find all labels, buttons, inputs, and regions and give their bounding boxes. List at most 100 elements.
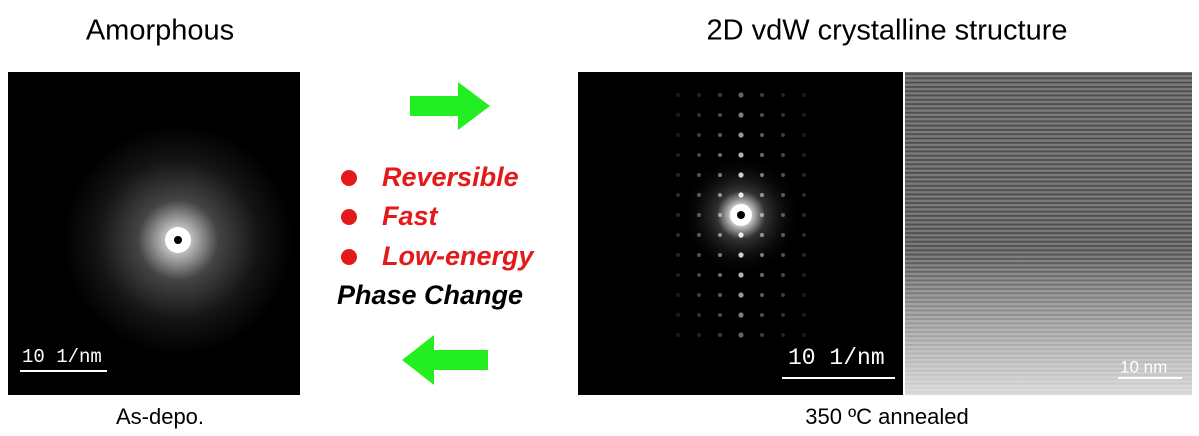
diffraction-spot bbox=[738, 92, 743, 97]
diffraction-spot bbox=[738, 112, 743, 117]
scale-bar-label: 10 1/nm bbox=[22, 346, 102, 368]
diffraction-spot bbox=[781, 113, 785, 117]
diffraction-spot bbox=[738, 272, 743, 277]
phase-change-label: Phase Change bbox=[337, 280, 523, 310]
diffraction-spot bbox=[760, 153, 764, 157]
diffraction-spot bbox=[697, 333, 701, 337]
right-title: 2D vdW crystalline structure bbox=[707, 15, 1068, 47]
diffraction-spot bbox=[718, 173, 722, 177]
diffraction-spot bbox=[781, 313, 785, 317]
diffraction-spot bbox=[697, 133, 701, 137]
diffraction-spot bbox=[802, 113, 806, 117]
diffraction-spot bbox=[718, 193, 722, 197]
diffraction-spot bbox=[676, 233, 680, 237]
arrow-right bbox=[410, 82, 490, 130]
diffraction-spot bbox=[697, 193, 701, 197]
diffraction-spot bbox=[697, 173, 701, 177]
bullet-text: Low-energy bbox=[382, 241, 536, 271]
diffraction-spot bbox=[802, 333, 806, 337]
diffraction-spot bbox=[760, 213, 764, 217]
diffraction-spot bbox=[738, 232, 743, 237]
diffraction-spot bbox=[760, 253, 764, 257]
diffraction-spot bbox=[802, 173, 806, 177]
diffraction-spot bbox=[781, 213, 785, 217]
diffraction-spot bbox=[738, 252, 743, 257]
diffraction-spot bbox=[802, 313, 806, 317]
diffraction-spot bbox=[718, 333, 722, 337]
diffraction-spot bbox=[802, 293, 806, 297]
diffraction-spot bbox=[738, 132, 743, 137]
diffraction-spot bbox=[718, 113, 722, 117]
diffraction-spot bbox=[738, 172, 743, 177]
beam-stop bbox=[737, 211, 745, 219]
diffraction-spot bbox=[802, 273, 806, 277]
bullet bbox=[341, 209, 357, 225]
diffraction-spot bbox=[781, 173, 785, 177]
diffraction-spot bbox=[697, 153, 701, 157]
diffraction-spot bbox=[760, 333, 764, 337]
left-title: Amorphous bbox=[86, 15, 234, 47]
diffraction-spot bbox=[697, 273, 701, 277]
diffraction-spot bbox=[802, 133, 806, 137]
beam-stop bbox=[174, 236, 182, 244]
scale-bar-label: 10 1/nm bbox=[788, 345, 885, 371]
diffraction-spot bbox=[676, 193, 680, 197]
scale-bar-label: 10 nm bbox=[1120, 357, 1167, 376]
bullet bbox=[341, 170, 357, 186]
diffraction-spot bbox=[802, 213, 806, 217]
diffraction-spot bbox=[697, 113, 701, 117]
diffraction-spot bbox=[781, 333, 785, 337]
diffraction-spot bbox=[781, 253, 785, 257]
diffraction-spot bbox=[738, 292, 743, 297]
diffraction-spot bbox=[718, 253, 722, 257]
diffraction-spot bbox=[697, 313, 701, 317]
diffraction-spot bbox=[802, 233, 806, 237]
diffraction-spot bbox=[718, 313, 722, 317]
right-caption: 350 ºC annealed bbox=[805, 404, 968, 429]
diffraction-spot bbox=[738, 332, 743, 337]
bullet-text: Fast bbox=[382, 201, 439, 231]
diffraction-spot bbox=[697, 93, 701, 97]
diffraction-spot bbox=[738, 192, 743, 197]
diffraction-spot bbox=[676, 113, 680, 117]
hrtem-edge bbox=[905, 72, 1192, 395]
diffraction-spot bbox=[676, 93, 680, 97]
bullet bbox=[341, 249, 357, 265]
diffraction-spot bbox=[738, 152, 743, 157]
diffraction-spot bbox=[802, 153, 806, 157]
left-caption: As-depo. bbox=[116, 404, 204, 429]
diffraction-spot bbox=[718, 293, 722, 297]
diffraction-spot bbox=[781, 193, 785, 197]
diffraction-spot bbox=[781, 93, 785, 97]
diffraction-spot bbox=[676, 173, 680, 177]
diffraction-spot bbox=[697, 253, 701, 257]
diffraction-spot bbox=[676, 273, 680, 277]
bullet-text: Reversible bbox=[382, 162, 519, 192]
diffraction-spot bbox=[760, 93, 764, 97]
diffraction-spot bbox=[760, 293, 764, 297]
diffraction-spot bbox=[781, 293, 785, 297]
diffraction-spot bbox=[697, 213, 701, 217]
diffraction-spot bbox=[781, 233, 785, 237]
diffraction-spot bbox=[738, 312, 743, 317]
diffraction-spot bbox=[676, 293, 680, 297]
diffraction-spot bbox=[676, 133, 680, 137]
diffraction-spot bbox=[781, 133, 785, 137]
diffraction-spot bbox=[676, 253, 680, 257]
diffraction-spot bbox=[781, 273, 785, 277]
diffraction-spot bbox=[718, 133, 722, 137]
diffraction-spot bbox=[760, 313, 764, 317]
figure: Amorphous 2D vdW crystalline structure 1… bbox=[0, 0, 1199, 436]
diffraction-spot bbox=[718, 213, 722, 217]
diffraction-spot bbox=[718, 273, 722, 277]
diffraction-spot bbox=[760, 113, 764, 117]
diffraction-spot bbox=[760, 193, 764, 197]
diffraction-spot bbox=[676, 313, 680, 317]
diffraction-spot bbox=[760, 133, 764, 137]
diffraction-spot bbox=[781, 153, 785, 157]
diffraction-spot bbox=[760, 233, 764, 237]
diffraction-spot bbox=[697, 293, 701, 297]
diffraction-spot bbox=[718, 153, 722, 157]
diffraction-spot bbox=[718, 233, 722, 237]
arrow-left bbox=[402, 335, 488, 385]
